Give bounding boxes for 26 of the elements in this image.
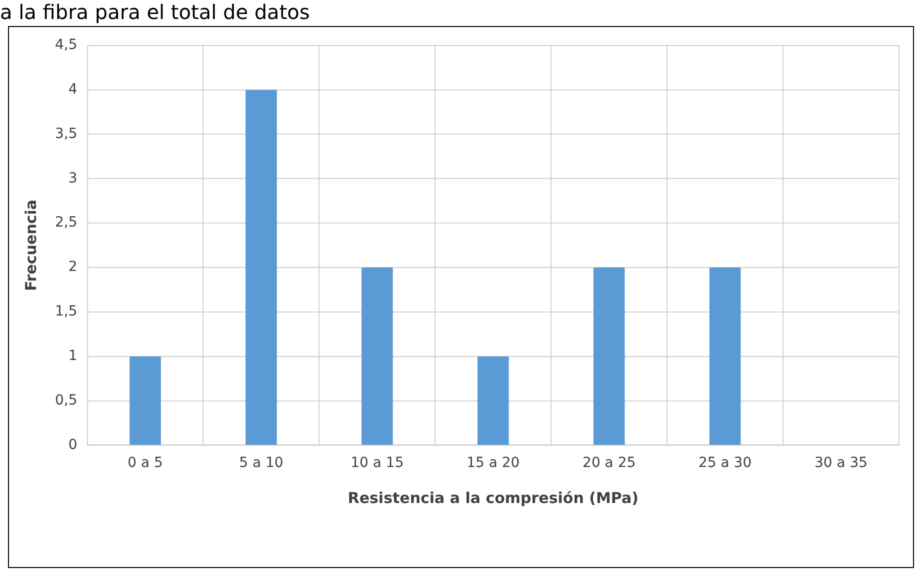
y-tick-label: 3	[68, 170, 78, 186]
bar	[709, 268, 741, 445]
x-tick-label: 30 a 35	[814, 455, 868, 472]
bar	[362, 268, 393, 445]
y-tick-label: 4,5	[55, 37, 78, 54]
x-tick-label: 0 a 5	[128, 455, 163, 472]
x-tick-label: 10 a 15	[350, 455, 404, 472]
y-tick-label: 0	[68, 436, 78, 453]
x-tick-label: 20 a 25	[582, 455, 636, 472]
y-tick-label: 2,5	[55, 214, 78, 231]
y-tick-label: 3,5	[55, 126, 78, 142]
bar	[593, 268, 625, 445]
x-tick-label: 15 a 20	[466, 455, 520, 472]
x-tick-label: 5 a 10	[239, 455, 284, 472]
y-tick-label: 4	[68, 81, 78, 98]
y-tick-label: 1	[68, 348, 78, 364]
x-tick-label: 25 a 30	[698, 455, 752, 472]
bar	[477, 356, 509, 445]
x-axis-title: Resistencia a la compresión (MPa)	[348, 488, 638, 507]
bar	[246, 90, 277, 445]
bar	[130, 356, 161, 445]
y-tick-label: 1,5	[55, 304, 78, 320]
chart-title: a la fibra para el total de datos	[0, 0, 310, 24]
y-axis-title: Frecuencia	[22, 200, 40, 292]
y-tick-label: 2	[68, 259, 78, 276]
y-tick-label: 0,5	[55, 392, 78, 408]
